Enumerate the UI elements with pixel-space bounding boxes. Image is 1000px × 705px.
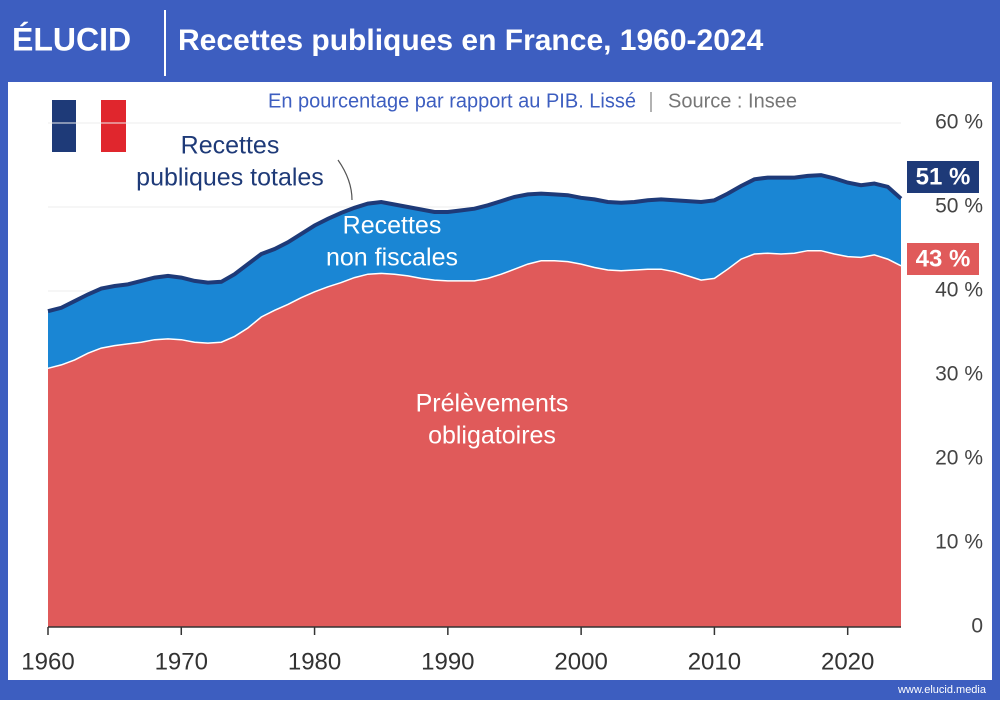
- annotation: publiques totales: [136, 164, 324, 192]
- value-label-box: [907, 161, 979, 193]
- flag-red: [101, 100, 126, 152]
- area: [48, 250, 901, 627]
- annotation: Prélèvements: [416, 390, 569, 418]
- area-edge: [47, 249, 902, 370]
- plot: [47, 122, 903, 628]
- flag: [52, 100, 126, 152]
- x-tick-label: 2000: [554, 648, 607, 675]
- subtitle: En pourcentage par rapport au PIB. Lissé: [268, 90, 636, 112]
- x-tick-label: 1990: [421, 648, 474, 675]
- annotation: obligatoires: [428, 422, 556, 450]
- x-tick-label: 2010: [688, 648, 741, 675]
- x-tick-label: 1960: [21, 648, 74, 675]
- y-tick-label: 30 %: [935, 363, 983, 386]
- annotation: Recettes: [181, 132, 280, 160]
- value-label-box: [907, 243, 979, 275]
- annotation: non fiscales: [326, 244, 458, 272]
- band-area: [48, 175, 901, 369]
- x-tick-label: 1970: [155, 648, 208, 675]
- line: [47, 173, 903, 314]
- y-tick-label: 20 %: [935, 447, 983, 470]
- title: Recettes publiques en France, 1960-2024: [178, 24, 764, 57]
- y-tick-label: 50 %: [935, 195, 983, 218]
- leader: [337, 159, 353, 201]
- source: Source : Insee: [668, 90, 797, 112]
- x-tick-label: 2020: [821, 648, 874, 675]
- logo: ÉLUCID: [12, 21, 131, 57]
- annotation: Recettes: [343, 212, 442, 240]
- flag-white: [76, 100, 101, 152]
- x-tick-label: 1980: [288, 648, 341, 675]
- value-label: 51 %: [916, 163, 971, 190]
- flag-blue: [52, 100, 76, 152]
- y-tick-label: 10 %: [935, 531, 983, 554]
- footer-url: www.elucid.media: [897, 684, 987, 696]
- y-tick-label: 0: [971, 615, 983, 638]
- y-tick-label: 60 %: [935, 111, 983, 134]
- y-tick-label: 40 %: [935, 279, 983, 302]
- value-label: 43 %: [916, 245, 971, 272]
